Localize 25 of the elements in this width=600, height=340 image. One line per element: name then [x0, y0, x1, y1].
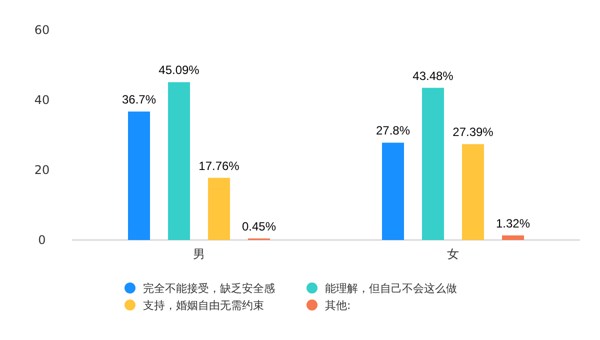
data-label: 43.48% — [412, 68, 454, 83]
y-tick-label: 0 — [38, 233, 46, 248]
y-tick-label: 60 — [34, 23, 50, 38]
bar — [382, 142, 404, 240]
legend-label: 支持，婚姻自由无需约束 — [143, 298, 264, 312]
bar — [168, 82, 190, 240]
data-label: 0.45% — [242, 219, 276, 234]
bar — [128, 112, 150, 240]
legend-label: 完全不能接受，缺乏安全感 — [143, 282, 275, 295]
data-label: 1.32% — [496, 216, 530, 230]
data-label: 45.09% — [158, 63, 200, 78]
bar — [462, 144, 484, 240]
bar — [208, 178, 230, 240]
legend-label: 其他: — [325, 298, 351, 312]
data-label: 27.8% — [376, 124, 410, 138]
y-tick-label: 40 — [34, 93, 50, 108]
bar — [422, 88, 444, 240]
bar — [502, 235, 524, 240]
data-label: 17.76% — [198, 158, 240, 173]
data-label: 27.39% — [452, 125, 494, 140]
legend-label: 能理解，但自己不会这么做 — [325, 282, 457, 295]
data-label: 36.7% — [122, 92, 156, 107]
x-tick-label: 男 — [193, 247, 205, 261]
y-tick-label: 20 — [34, 163, 50, 178]
x-tick-label: 女 — [447, 247, 459, 261]
